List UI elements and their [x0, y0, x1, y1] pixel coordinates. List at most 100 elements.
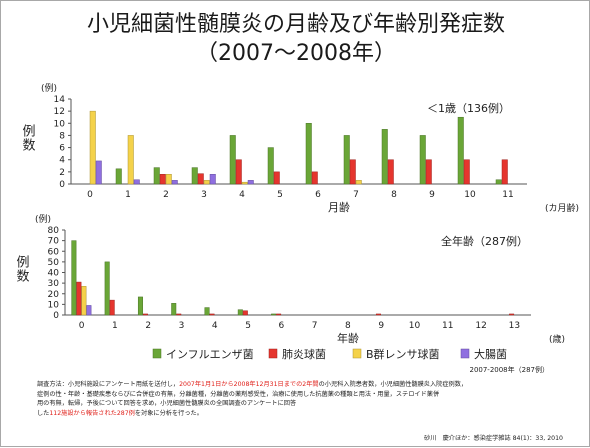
chart1-bar-gbs — [127, 135, 134, 185]
legend-label-ecoli: 大腸菌 — [474, 347, 507, 361]
chart1-bar-influenza — [457, 116, 464, 185]
footnote-line1a: 調査方法：小児科施設にアンケート用紙を送付し， — [37, 381, 180, 388]
chart2-x-tick-label: 9 — [378, 321, 384, 331]
chart2-x-tick-label: 4 — [212, 321, 218, 331]
chart2-y-label: 数 — [16, 270, 29, 285]
footnote-line1b: の小児科入院患者数，小児細菌性髄膜炎入院症例数， — [318, 381, 468, 388]
chart1-y-tick-label: 4 — [59, 156, 65, 166]
chart2-bar-influenza — [104, 261, 110, 316]
chart2-y-tick-label: 70 — [48, 237, 60, 247]
chart1-y-tick-label: 2 — [59, 168, 65, 178]
chart2-x-tick-label: 2 — [145, 321, 151, 331]
chart-subtitle: （2007〜2008年） — [196, 41, 396, 66]
chart1-x-unit: (カ月齢) — [545, 202, 579, 214]
chart1-bar-pneumo — [273, 171, 280, 185]
chart2-bar-pneumo — [109, 299, 115, 316]
chart1-x-tick-label: 10 — [464, 190, 476, 200]
chart2-y-tick-label: 80 — [48, 226, 60, 236]
chart2-bar-pneumo — [242, 310, 248, 316]
footnote-line4b: を対象に分析を行った。 — [134, 409, 203, 417]
chart2-bar-influenza — [137, 296, 143, 316]
chart1-y-tick-label: 12 — [54, 107, 65, 117]
legend-swatch-ecoli — [460, 348, 470, 359]
legend-label-influenza: インフルエンザ菌 — [166, 348, 254, 361]
chart1-bar-influenza — [419, 135, 426, 185]
chart1-bar-gbs — [355, 180, 362, 185]
legend-swatch-gbs — [352, 348, 362, 359]
chart1-bar-ecoli — [95, 160, 102, 185]
chart1-x-label: 月齢 — [328, 200, 350, 214]
chart2-y-label: 例 — [16, 256, 29, 271]
chart2-x-tick-label: 11 — [442, 321, 453, 331]
chart2-bar-pneumo — [176, 313, 182, 316]
chart2-bar-influenza — [71, 240, 77, 316]
chart2-y-tick-label: 20 — [48, 290, 60, 300]
chart1-x-tick-label: 3 — [201, 190, 207, 200]
chart1-bar-influenza — [229, 135, 236, 185]
chart1-bar-gbs — [165, 174, 172, 185]
chart1-bar-ecoli — [171, 180, 178, 185]
legend-note: 2007-2008年（287例） — [469, 365, 549, 374]
chart2-bar-influenza — [204, 307, 210, 316]
chart1-x-tick-label: 7 — [353, 190, 359, 200]
chart1-y-tick-label: 6 — [59, 144, 65, 154]
chart2-y-tick-label: 50 — [48, 258, 60, 268]
chart2-x-tick-label: 6 — [278, 321, 284, 331]
footnote-line2: 症例の性・年齢・基礎疾患ならびに合併症の有無，分離菌種，分離菌の薬剤感受性，治療… — [37, 390, 440, 398]
chart1-bar-pneumo — [387, 159, 394, 185]
chart1-bar-pneumo — [501, 159, 508, 185]
chart2-annotation: 全年齢（287例） — [441, 234, 528, 248]
chart1-bar-ecoli — [247, 180, 254, 185]
chart1-y-label: 数 — [22, 139, 35, 154]
chart2-y-tick-label: 40 — [48, 269, 60, 279]
chart1-x-tick-label: 0 — [87, 190, 93, 200]
chart1-x-tick-label: 5 — [277, 190, 283, 200]
chart2-bar-influenza — [237, 309, 243, 316]
chart1-bar-influenza — [115, 168, 122, 185]
chart1-x-tick-label: 8 — [391, 190, 397, 200]
chart1-bar-pneumo — [311, 171, 318, 185]
chart2-x-unit: (歳) — [549, 333, 565, 345]
chart1-x-tick-label: 6 — [315, 190, 321, 200]
chart1-bar-pneumo — [159, 174, 166, 185]
chart1-bar-ecoli — [133, 179, 140, 185]
chart1-y-tick-label: 14 — [54, 95, 66, 105]
chart2-x-label: 年齢 — [337, 331, 359, 345]
chart1-y-tick-label: 10 — [54, 119, 66, 129]
chart2-bar-influenza — [271, 313, 277, 316]
chart1-x-tick-label: 11 — [502, 190, 513, 200]
chart2-y-tick-label: 0 — [53, 311, 59, 321]
chart2-x-tick-label: 8 — [345, 321, 351, 331]
chart2-x-tick-label: 0 — [79, 321, 85, 331]
chart2-x-tick-label: 13 — [509, 321, 520, 331]
chart1-bar-gbs — [241, 181, 248, 185]
chart1-bar-pneumo — [197, 173, 204, 185]
chart2-x-tick-label: 5 — [245, 321, 251, 331]
chart1-bar-influenza — [153, 167, 160, 185]
chart1-bar-ecoli — [209, 174, 216, 185]
chart2-y-tick-label: 10 — [48, 300, 60, 310]
chart1-bar-gbs — [203, 180, 210, 185]
legend-label-pneumo: 肺炎球菌 — [282, 347, 326, 361]
chart2-bar-pneumo — [76, 281, 82, 316]
chart2-bar-influenza — [171, 303, 177, 316]
chart2-bar-gbs — [81, 286, 87, 316]
footnote-line3: 用の有無，転帰，予後について回答を求め，小児細菌性髄膜炎の全国調査のアンケートに… — [37, 400, 297, 408]
citation: 砂川 慶介ほか：感染症学雑誌 84(1)：33, 2010 — [424, 435, 563, 442]
chart1-bar-influenza — [381, 129, 388, 185]
chart1-bar-gbs — [89, 110, 96, 185]
chart1-bar-pneumo — [235, 159, 242, 185]
chart1-x-tick-label: 2 — [163, 190, 169, 200]
chart1-bar-influenza — [495, 179, 502, 185]
legend-swatch-pneumo — [268, 348, 278, 359]
chart1-x-tick-label: 9 — [429, 190, 435, 200]
footnote-sample: 112施設から報告された287例 — [49, 409, 135, 417]
chart1-y-label: 例 — [22, 125, 35, 140]
chart1-y-tick-label: 0 — [59, 180, 65, 190]
chart2-x-tick-label: 7 — [312, 321, 318, 331]
chart2-bar-pneumo — [209, 313, 215, 316]
chart2-y-unit: (例) — [35, 213, 51, 225]
chart1-bar-pneumo — [463, 159, 470, 185]
chart2-x-tick-label: 3 — [179, 321, 185, 331]
